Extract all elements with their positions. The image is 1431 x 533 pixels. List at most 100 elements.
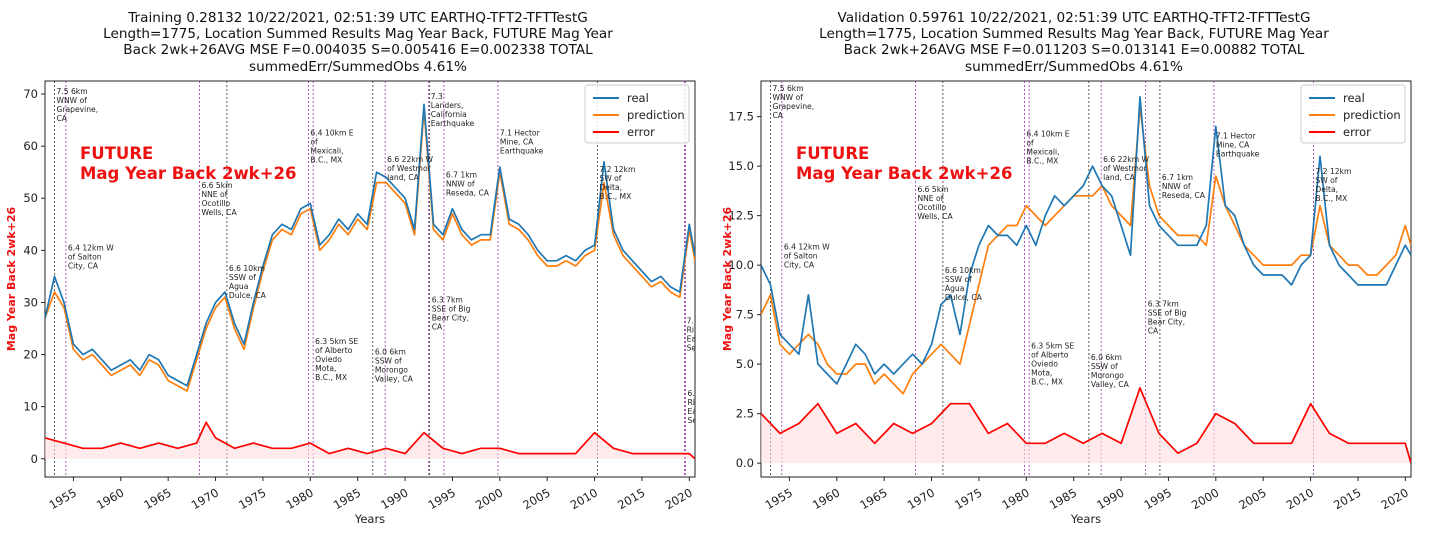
x-tick-label: 2000	[1189, 485, 1221, 512]
plot-frame	[760, 80, 1412, 478]
event-label-line: B.C., MX	[315, 373, 347, 382]
event-label-line: 7.2 12km	[1315, 167, 1351, 176]
title-line: Validation 0.59761 10/22/2021, 02:51:39 …	[837, 10, 1311, 26]
series-line-prediction	[45, 108, 695, 392]
event-label-line: SSW of	[945, 275, 972, 284]
event-label-line: of Alberto	[1031, 350, 1069, 359]
event-label-line: Oviedo	[315, 355, 342, 364]
event-label-line: Earthquake	[431, 119, 475, 128]
x-tick-label: 1980	[999, 485, 1031, 512]
event-label-line: SSW of	[229, 273, 256, 282]
x-tick-label: 1995	[1142, 485, 1174, 512]
event-label-line: SW of	[1315, 176, 1337, 185]
x-tick-label: 1995	[426, 485, 458, 512]
event-label: 6.3 5km SE of Alberto Oviedo Mota, B.C., MX	[1031, 341, 1074, 386]
event-label-line: Earthquake	[500, 147, 544, 156]
x-tick-label: 1985	[331, 485, 363, 512]
training-title: Training 0.28132 10/22/2021, 02:51:39 UT…	[0, 10, 716, 75]
event-label: 6.6 10km SSW of Agua Dulce, CA	[229, 264, 267, 300]
event-label: 6.7 1km NNW of Reseda, CA	[446, 170, 490, 197]
title-line: summedErr/SummedObs 4.61%	[249, 58, 467, 75]
event-label: 6.0 6km SSW of Morongo Valley, CA	[1091, 353, 1130, 389]
series-line-real	[761, 95, 1411, 385]
x-tick-label: 1955	[763, 485, 795, 512]
event-label-line: CA	[56, 114, 67, 123]
event-label-line: 6.3 7km	[1148, 300, 1179, 309]
event-label-line: Grapevine,	[56, 105, 98, 114]
event-label-line: SSW of	[1091, 362, 1118, 371]
plot-frame	[44, 80, 696, 478]
event-label-line: B.C., MX	[1026, 156, 1058, 165]
title-line: Back 2wk+26AVG MSE F=0.011203 S=0.013141…	[843, 42, 1305, 59]
event-label-line: Earthquake	[687, 334, 716, 343]
validation-panel: Validation 0.59761 10/22/2021, 02:51:39 …	[716, 0, 1431, 533]
series-line-prediction	[761, 105, 1411, 395]
event-label: 6.0 6km SSW of Morongo Valley, CA	[375, 348, 414, 384]
event-label-line: land, CA	[387, 173, 420, 182]
event-label-line: Wells, CA	[201, 208, 237, 217]
event-label-line: Bear City,	[1148, 318, 1185, 327]
event-label: 7.5 6km WNW of Grapevine, CA	[56, 87, 98, 123]
event-label: 6.6 5km NNE of Ocotillo Wells, CA	[917, 185, 953, 221]
event-label-line: NNE of	[201, 190, 227, 199]
event-label-line: SSE of Big	[432, 304, 471, 313]
event-label-line: 6.3 5km SE	[1031, 341, 1074, 350]
event-label-line: CA	[772, 111, 783, 120]
event-label-line: Ocotillo	[917, 203, 946, 212]
training-panel: Training 0.28132 10/22/2021, 02:51:39 UT…	[0, 10, 716, 526]
y-tick-label: 17.5	[728, 110, 754, 124]
event-label-line: WNW of	[56, 96, 87, 105]
event-label: 7.5 6km WNW of Grapevine, CA	[772, 84, 814, 120]
event-label-line: 6.4 10km E	[310, 129, 353, 138]
y-tick-label: 2.5	[736, 407, 754, 421]
event-label-line: 6.4 12km W	[784, 242, 830, 251]
future-label-sub: Mag Year Back 2wk+26	[796, 164, 1012, 183]
event-label-line: 7.5 6km	[56, 87, 87, 96]
event-label: 7.1 Hector Mine, CA Earthquake	[500, 129, 544, 156]
event-label: 7.2 12km SW of Delta, B.C., MX	[1315, 167, 1351, 203]
event-label-line: Ridgecrest	[687, 325, 716, 334]
event-label-line: Dulce, CA	[229, 291, 267, 300]
x-axis-label: Years	[1070, 512, 1101, 526]
event-label-line: Grapevine,	[772, 102, 814, 111]
event-label-line: 6.7 1km	[1162, 173, 1193, 182]
event-label: 6.6 5km NNE of Ocotillo Wells, CA	[201, 181, 237, 217]
event-label-line: City, CA	[68, 261, 99, 270]
event-label-line: Reseda, CA	[1162, 191, 1206, 200]
x-tick-label: 1970	[189, 485, 221, 512]
event-label-line: Mexicali,	[1026, 147, 1059, 156]
event-label-line: Agua	[945, 284, 964, 293]
event-label-line: 7.5 6km	[772, 84, 803, 93]
y-axis-label: Mag Year Back 2wk+26	[5, 207, 18, 352]
y-tick-label: 7.5	[736, 308, 754, 322]
y-tick-label: 50	[23, 191, 38, 205]
event-label-line: Bear City,	[432, 313, 469, 322]
event-label: 7.1 Hector Mine, CA Earthquake	[1216, 131, 1260, 158]
y-tick-label: 60	[23, 139, 38, 153]
event-label-line: NNW of	[446, 179, 475, 188]
event-label-line: Valley, CA	[1091, 380, 1130, 389]
event-label-line: Mota,	[315, 364, 336, 373]
event-label-line: Mine, CA	[1216, 140, 1250, 149]
event-label-line: of Westmor	[387, 164, 431, 173]
event-label-line: Landers,	[431, 101, 464, 110]
event-label-line: of	[310, 138, 318, 147]
event-label-line: B.C., MX	[310, 156, 342, 165]
event-label-line: of Alberto	[315, 346, 353, 355]
x-tick-label: 2005	[1236, 485, 1268, 512]
x-tick-label: 1960	[810, 485, 842, 512]
series-line-real	[45, 103, 695, 387]
event-label-line: Dulce, CA	[945, 293, 983, 302]
event-label-line: Morongo	[375, 366, 408, 375]
x-tick-label: 2000	[473, 485, 505, 512]
event-label-line: B.C., MX	[599, 192, 631, 201]
legend-label-real: real	[1343, 91, 1365, 105]
event-label-line: 6.4 10km E	[1026, 129, 1069, 138]
event-label-line: SSE of Big	[1148, 309, 1187, 318]
event-label-line: 7.2 12km	[599, 165, 635, 174]
